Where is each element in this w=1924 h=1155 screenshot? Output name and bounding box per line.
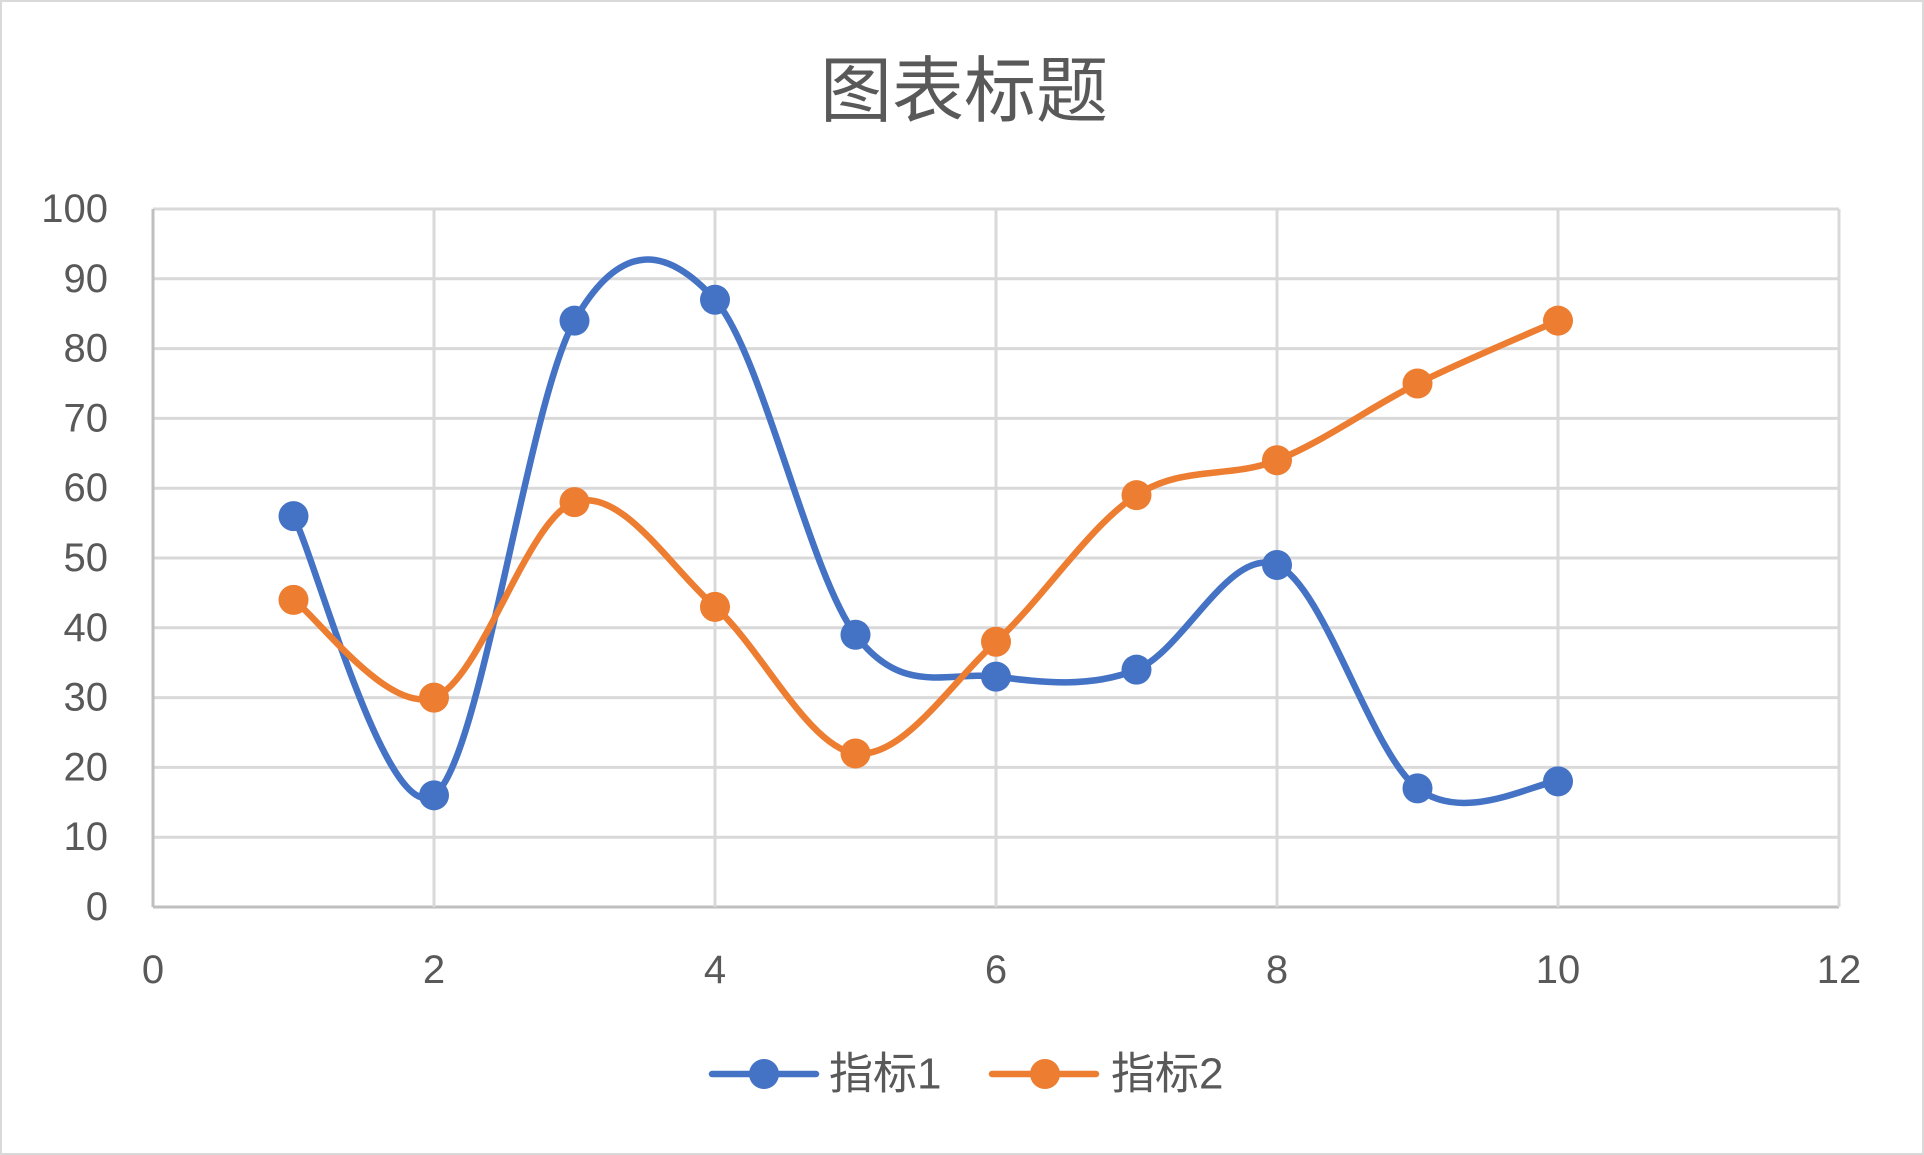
series-2-point [840, 738, 871, 769]
series-1-point [981, 661, 1011, 692]
series-1 [278, 256, 1573, 811]
series-2-point [1121, 480, 1152, 511]
series-2-point [1543, 305, 1573, 336]
series-2-point [278, 584, 309, 615]
legend-swatch-marker-2 [1030, 1059, 1060, 1089]
y-tick-label: 50 [64, 536, 109, 580]
series-2 [278, 305, 1573, 769]
series-1-point [419, 780, 449, 811]
series-1-point [1121, 654, 1152, 685]
series-2-point [700, 591, 730, 622]
y-tick-label: 80 [64, 327, 109, 371]
y-tick-label: 20 [64, 745, 109, 789]
legend-item-2: 指标2 [988, 1050, 1223, 1099]
y-tick-label: 90 [64, 257, 109, 301]
x-tick-label: 0 [142, 948, 164, 992]
series-2-point [419, 682, 449, 713]
series-1-point [840, 619, 871, 650]
series-2-point [1402, 368, 1433, 399]
y-tick-label: 30 [64, 676, 109, 720]
plot-series [278, 256, 1573, 811]
x-tick-label: 12 [1817, 948, 1862, 992]
x-tick-label: 2 [423, 948, 445, 992]
y-tick-label: 60 [64, 466, 109, 510]
chart-title: 图表标题 [820, 52, 1108, 132]
x-tick-label: 10 [1536, 948, 1581, 992]
series-1-point [1402, 773, 1433, 804]
series-1-point [1543, 766, 1573, 797]
tick-labels: 0 10 20 30 40 50 60 70 80 90 100 0 2 4 6 8 10 12 [41, 187, 1861, 992]
legend: 指标1 指标2 [708, 1050, 1223, 1099]
x-tick-label: 4 [704, 948, 726, 992]
series-2-point [1262, 445, 1292, 476]
y-tick-label: 10 [64, 815, 109, 859]
y-tick-label: 0 [86, 885, 108, 929]
series-1-point [278, 501, 309, 532]
legend-label-1: 指标1 [829, 1050, 941, 1099]
legend-swatch-marker-1 [749, 1059, 779, 1089]
x-tick-label: 8 [1266, 948, 1288, 992]
series-2-point [981, 626, 1011, 657]
series-1-point [559, 305, 590, 336]
y-tick-label: 40 [64, 606, 109, 650]
x-tick-label: 6 [985, 948, 1007, 992]
series-2-line [290, 317, 1562, 757]
series-1-point [700, 284, 730, 315]
legend-label-2: 指标2 [1111, 1050, 1223, 1099]
y-tick-label: 70 [64, 396, 109, 440]
y-tick-label: 100 [41, 187, 108, 231]
legend-item-1: 指标1 [708, 1050, 941, 1099]
series-2-point [559, 487, 590, 518]
series-1-point [1262, 549, 1292, 580]
